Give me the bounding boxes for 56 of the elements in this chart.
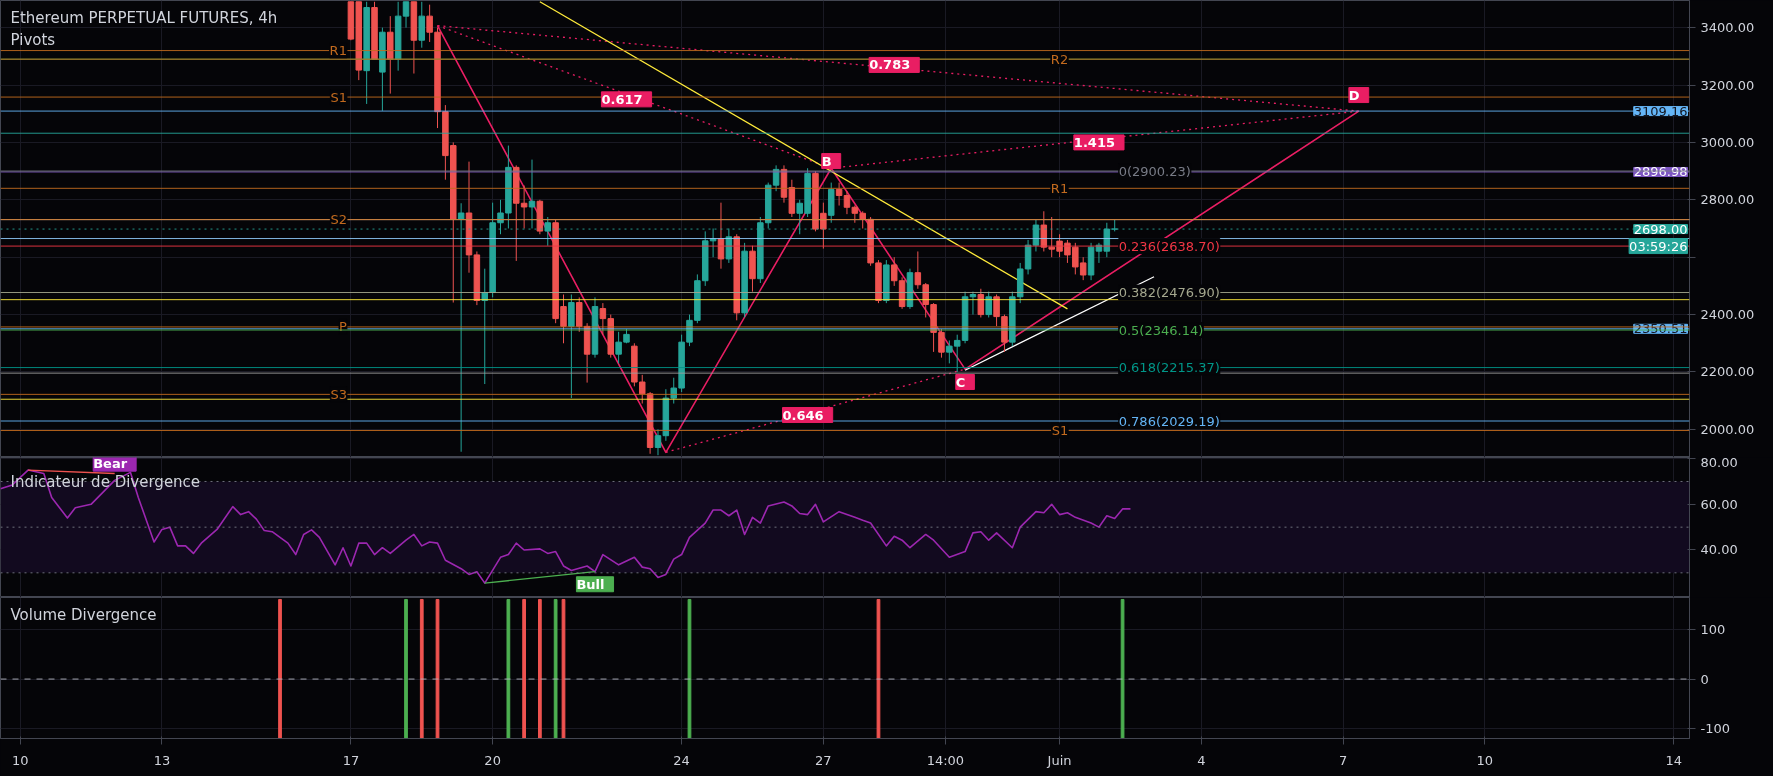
y-tick-label: -100 (1700, 720, 1731, 736)
x-tick-label: 20 (484, 752, 501, 768)
text: Ethereum PERPETUAL FUTURES, 4h (10, 8, 278, 27)
y-tick-label: 3200.00 (1700, 77, 1755, 93)
x-tick-label: 7 (1338, 752, 1348, 768)
y-tick-label: 40.00 (1700, 542, 1738, 558)
y-tick-label: 100 (1700, 622, 1726, 638)
ref-line-label: 0.382(2476.90) (1118, 285, 1220, 301)
ref-line-label: 0.618(2215.37) (1118, 360, 1220, 376)
y-tick-label: 2400.00 (1700, 307, 1755, 323)
x-tick-label: 17 (342, 752, 360, 768)
text: Volume Divergence (10, 605, 157, 624)
x-tick-label: 4 (1197, 752, 1206, 768)
y-tick-label: 3000.00 (1700, 134, 1755, 150)
x-tick-label: 10 (11, 752, 29, 768)
annotation: 03:59:26 (1629, 238, 1688, 254)
ref-line-label: 2698.00 (1633, 221, 1688, 237)
ref-line-label: 2896.98 (1633, 164, 1688, 180)
y-tick-label: 3400.00 (1700, 20, 1755, 36)
ref-line-label: 0.236(2638.70) (1118, 238, 1220, 254)
annotation: Bear (93, 456, 128, 472)
ref-line-label: S1 (330, 89, 347, 105)
annotation: 0.617 (601, 91, 643, 107)
annotation: 0.646 (782, 407, 824, 423)
ref-line-label: 0.5(2346.14) (1118, 322, 1204, 338)
ref-line-label: S1 (1051, 423, 1069, 439)
ref-line-label: 0.786(2029.19) (1118, 413, 1220, 429)
y-tick-label: 80.00 (1700, 454, 1738, 470)
annotation: Bull (576, 576, 605, 592)
ref-line-label: S3 (330, 386, 347, 402)
ref-line-label: R2 (1050, 51, 1069, 67)
annotation: 1.415 (1073, 134, 1115, 150)
text: Pivots (10, 30, 56, 49)
ref-line-label: 0(2900.23) (1118, 163, 1191, 179)
ref-line-label: 2350.51 (1633, 321, 1688, 337)
annotation: D (1348, 87, 1360, 103)
x-tick-label: Juin (1046, 752, 1072, 768)
x-tick-label: 14 (1665, 752, 1683, 768)
annotation: C (955, 374, 966, 390)
ref-line-label: S2 (330, 212, 347, 228)
ref-line-label: R1 (1050, 180, 1069, 196)
y-tick-label: 2800.00 (1700, 192, 1755, 208)
y-tick-label: 2200.00 (1700, 364, 1755, 380)
annotation: 0.783 (869, 57, 911, 73)
ref-line-label: R1 (329, 43, 347, 59)
x-tick-label: 13 (153, 752, 171, 768)
y-tick-label: 0 (1700, 671, 1709, 687)
annotation: B (821, 153, 832, 169)
ref-line-label: 3109.16 (1633, 103, 1688, 119)
x-tick-label: 14:00 (926, 752, 965, 768)
ref-line-label: P (339, 319, 348, 335)
x-tick-label: 10 (1476, 752, 1494, 768)
y-tick-label: 60.00 (1700, 496, 1738, 512)
x-tick-label: 27 (815, 752, 832, 768)
y-tick-label: 2000.00 (1700, 421, 1755, 437)
x-tick-label: 24 (673, 752, 690, 768)
